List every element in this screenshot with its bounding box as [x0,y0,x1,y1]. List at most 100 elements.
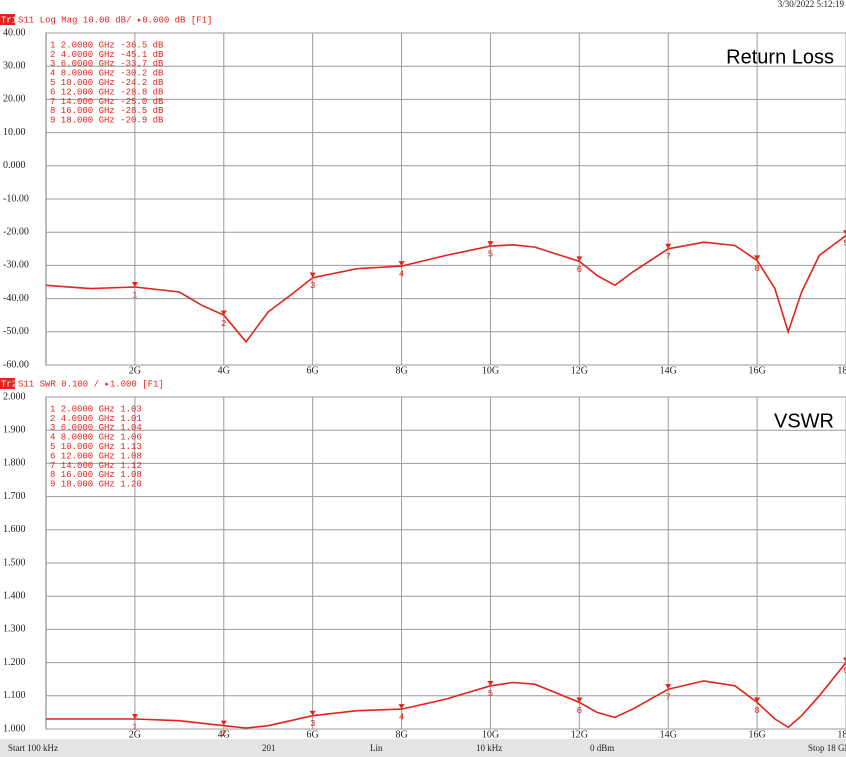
marker-label: 4 [399,712,404,722]
marker [487,680,494,686]
marker-table-row: 6 12.000 GHz -28.8 dB [50,87,164,97]
marker [843,657,846,663]
y-tick-label: 1.000 [3,723,26,734]
x-tick-label: 6G [307,365,319,376]
x-tick-label: 8G [395,365,407,376]
x-tick-label: 2G [129,365,141,376]
x-tick-label: 14G [660,365,677,376]
marker-label: 7 [666,693,671,703]
marker-table-row: 9 18.000 GHz 1.20 [50,480,142,490]
x-tick-label: 18G [837,365,846,376]
timestamp: 3/30/2022 5:12:19 [778,0,845,9]
marker [843,230,846,236]
marker-label: 7 [666,252,671,262]
marker [754,255,761,261]
chart-title: Return Loss [726,46,834,68]
marker-table-row: 3 6.0000 GHz -33.7 dB [50,59,164,69]
y-tick-label: -10.00 [3,193,29,204]
y-tick-label: 0.000 [3,160,26,171]
marker-table-row: 4 8.0000 GHz -30.2 dB [50,69,164,79]
footer-label: 10 kHz [476,743,502,753]
x-tick-label: 12G [571,365,588,376]
marker [576,256,583,262]
x-tick-label: 4G [218,729,230,740]
marker-table-row: 1 2.0000 GHz -36.5 dB [50,40,164,50]
trace [45,234,846,344]
y-tick-label: -20.00 [3,226,29,237]
marker-table-row: 2 4.0000 GHz 1.01 [50,414,142,424]
marker [131,714,138,720]
marker [665,243,672,249]
trace [46,662,846,729]
marker [220,720,227,726]
marker [754,697,761,703]
marker-table-row: 8 16.000 GHz -28.5 dB [50,106,164,116]
marker [309,272,316,278]
marker-label: 5 [488,689,493,699]
marker-label: 4 [399,269,404,279]
marker-table-row: 7 14.000 GHz 1.12 [50,461,142,471]
trace-id: Tr2 [1,379,17,389]
y-tick-label: 1.100 [3,690,26,701]
x-tick-label: 18G [837,729,846,740]
marker-label: 6 [577,706,582,716]
y-tick-label: 1.200 [3,657,26,668]
marker [487,241,494,247]
footer-label: 0 dBm [590,743,614,753]
x-tick-label: 8G [395,729,407,740]
y-tick-label: 1.600 [3,524,26,535]
y-tick-label: -40.00 [3,293,29,304]
y-tick-label: 1.400 [3,590,26,601]
trace-header: S11 SWR 0.100 / ▸1.000 [F1] [18,379,164,389]
chart-title: VSWR [774,410,834,432]
x-tick-label: 14G [660,729,677,740]
marker-table-row: 3 6.0000 GHz 1.04 [50,423,142,433]
marker [309,710,316,716]
y-tick-label: 2.000 [3,391,26,402]
x-tick-label: 12G [571,729,588,740]
y-tick-label: -60.00 [3,359,29,370]
x-tick-label: 4G [218,365,230,376]
footer-label: Stop 18 GHz [808,743,846,753]
y-tick-label: 1.700 [3,491,26,502]
footer-bar [0,739,846,757]
marker-table-row: 6 12.000 GHz 1.08 [50,451,142,461]
marker-table-row: 1 2.0000 GHz 1.03 [50,404,142,414]
marker [398,261,405,267]
trace-badge [0,14,15,25]
marker-label: 5 [488,250,493,260]
marker-label: 8 [754,264,759,274]
marker [576,697,583,703]
marker-label: 9 [843,239,846,249]
y-tick-label: -50.00 [3,326,29,337]
marker-label: 6 [577,265,582,275]
marker [665,684,672,690]
marker-label: 2 [221,729,226,739]
marker-label: 3 [310,719,315,729]
trace-id: Tr1 [1,15,17,25]
marker-table-row: 5 10.000 GHz -24.2 dB [50,78,164,88]
x-tick-label: 16G [748,729,765,740]
trace-badge [0,378,15,389]
marker [220,310,227,316]
marker-label: 9 [843,666,846,676]
y-tick-label: 40.00 [3,27,26,38]
y-tick-label: 1.300 [3,624,26,635]
y-tick-label: -30.00 [3,260,29,271]
y-tick-label: 1.900 [3,424,26,435]
marker-table-row: 4 8.0000 GHz 1.06 [50,433,142,443]
marker-table-row: 8 16.000 GHz 1.08 [50,470,142,480]
footer-label: Start 100 kHz [8,743,58,753]
y-tick-label: 20.00 [3,94,26,105]
marker-table-row: 5 10.000 GHz 1.13 [50,442,142,452]
x-tick-label: 10G [482,365,499,376]
y-tick-label: 30.00 [3,60,26,71]
marker-table-row: 9 18.000 GHz -20.9 dB [50,116,164,126]
x-tick-label: 6G [307,729,319,740]
marker-table-row: 7 14.000 GHz -25.0 dB [50,97,164,107]
y-tick-label: 1.500 [3,557,26,568]
marker-table-row: 2 4.0000 GHz -45.1 dB [50,50,164,60]
x-tick-label: 2G [129,729,141,740]
marker-label: 8 [754,706,759,716]
